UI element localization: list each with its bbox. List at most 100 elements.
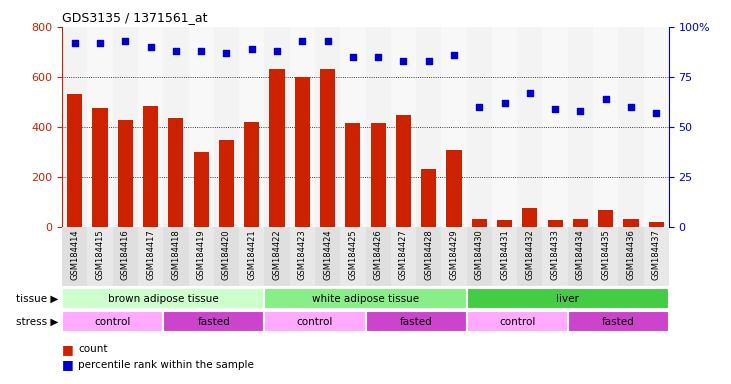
Point bbox=[145, 44, 156, 50]
Text: tissue ▶: tissue ▶ bbox=[16, 293, 58, 304]
Point bbox=[499, 100, 510, 106]
Text: GSM184437: GSM184437 bbox=[652, 230, 661, 280]
Point bbox=[549, 106, 561, 112]
Text: GSM184417: GSM184417 bbox=[146, 230, 155, 280]
Bar bbox=[366, 311, 466, 332]
Bar bbox=[143, 106, 158, 227]
Bar bbox=[442, 27, 466, 227]
Bar bbox=[315, 27, 340, 227]
Bar bbox=[67, 94, 83, 227]
Bar bbox=[522, 208, 537, 227]
Bar bbox=[213, 227, 239, 286]
Bar bbox=[648, 222, 664, 227]
Text: liver: liver bbox=[556, 293, 579, 304]
Bar bbox=[265, 27, 289, 227]
Bar bbox=[466, 288, 669, 309]
Bar bbox=[92, 108, 107, 227]
Text: count: count bbox=[78, 344, 107, 354]
Bar bbox=[168, 118, 183, 227]
Point bbox=[575, 108, 586, 114]
Bar bbox=[542, 227, 568, 286]
Bar bbox=[371, 123, 386, 227]
Bar bbox=[265, 288, 466, 309]
Point bbox=[347, 54, 359, 60]
Bar bbox=[345, 123, 360, 227]
Bar bbox=[643, 227, 669, 286]
Bar bbox=[593, 227, 618, 286]
Bar bbox=[340, 227, 366, 286]
Bar bbox=[270, 70, 284, 227]
Point bbox=[297, 38, 308, 44]
Bar bbox=[442, 227, 466, 286]
Point bbox=[423, 58, 434, 64]
Text: GSM184426: GSM184426 bbox=[374, 230, 382, 280]
Text: GSM184432: GSM184432 bbox=[526, 230, 534, 280]
Text: GSM184423: GSM184423 bbox=[298, 230, 307, 280]
Text: GSM184419: GSM184419 bbox=[197, 230, 205, 280]
Bar bbox=[315, 227, 340, 286]
Text: GSM184415: GSM184415 bbox=[96, 230, 105, 280]
Bar bbox=[568, 27, 593, 227]
Bar bbox=[244, 122, 260, 227]
Bar bbox=[340, 27, 366, 227]
Bar bbox=[643, 27, 669, 227]
Text: GSM184422: GSM184422 bbox=[273, 230, 281, 280]
Bar bbox=[213, 27, 239, 227]
Bar bbox=[239, 227, 265, 286]
Point bbox=[524, 90, 536, 96]
Text: GSM184424: GSM184424 bbox=[323, 230, 332, 280]
Text: GSM184418: GSM184418 bbox=[171, 230, 181, 280]
Text: white adipose tissue: white adipose tissue bbox=[312, 293, 419, 304]
Point bbox=[221, 50, 232, 56]
Text: fasted: fasted bbox=[602, 316, 635, 327]
Bar bbox=[598, 210, 613, 227]
Bar bbox=[163, 27, 189, 227]
Bar bbox=[618, 27, 643, 227]
Bar bbox=[62, 288, 265, 309]
Bar bbox=[163, 227, 189, 286]
Point bbox=[119, 38, 131, 44]
Bar bbox=[471, 219, 487, 227]
Text: GSM184435: GSM184435 bbox=[601, 230, 610, 280]
Bar bbox=[289, 27, 315, 227]
Bar bbox=[62, 227, 88, 286]
Bar bbox=[289, 227, 315, 286]
Text: GDS3135 / 1371561_at: GDS3135 / 1371561_at bbox=[62, 11, 208, 24]
Bar bbox=[568, 311, 669, 332]
Bar bbox=[62, 311, 163, 332]
Point bbox=[448, 52, 460, 58]
Bar bbox=[88, 27, 113, 227]
Point bbox=[651, 110, 662, 116]
Text: GSM184420: GSM184420 bbox=[222, 230, 231, 280]
Bar bbox=[447, 151, 461, 227]
Text: control: control bbox=[297, 316, 333, 327]
Bar bbox=[492, 27, 517, 227]
Point bbox=[474, 104, 485, 110]
Point bbox=[372, 54, 384, 60]
Text: GSM184421: GSM184421 bbox=[247, 230, 257, 280]
Bar bbox=[113, 227, 138, 286]
Text: GSM184427: GSM184427 bbox=[399, 230, 408, 280]
Bar bbox=[466, 27, 492, 227]
Text: GSM184431: GSM184431 bbox=[500, 230, 509, 280]
Text: ■: ■ bbox=[62, 343, 74, 356]
Bar bbox=[219, 141, 234, 227]
Text: GSM184416: GSM184416 bbox=[121, 230, 130, 280]
Bar bbox=[497, 220, 512, 227]
Bar bbox=[593, 27, 618, 227]
Text: percentile rank within the sample: percentile rank within the sample bbox=[78, 360, 254, 370]
Bar bbox=[542, 27, 568, 227]
Point bbox=[271, 48, 283, 54]
Bar bbox=[320, 70, 335, 227]
Text: fasted: fasted bbox=[400, 316, 433, 327]
Text: stress ▶: stress ▶ bbox=[16, 316, 58, 327]
Bar bbox=[624, 219, 638, 227]
Point bbox=[170, 48, 182, 54]
Bar bbox=[395, 116, 411, 227]
Bar bbox=[391, 27, 416, 227]
Bar bbox=[163, 311, 265, 332]
Bar bbox=[366, 227, 391, 286]
Text: GSM184434: GSM184434 bbox=[576, 230, 585, 280]
Point bbox=[398, 58, 409, 64]
Point bbox=[195, 48, 207, 54]
